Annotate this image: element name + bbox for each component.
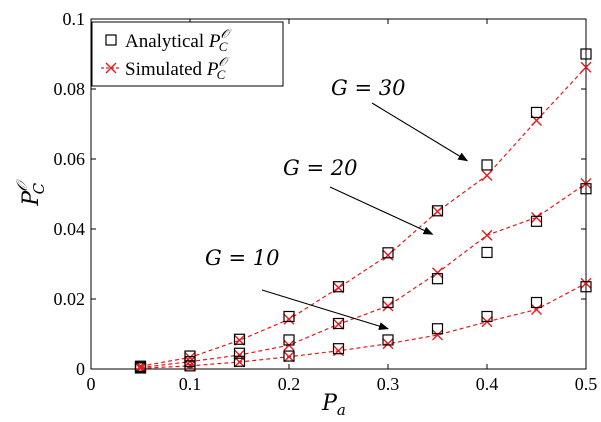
analytical-point xyxy=(481,310,493,323)
analytical-point xyxy=(530,296,543,309)
y-tick-label: 0.1 xyxy=(63,9,86,29)
analytical-point xyxy=(283,350,295,362)
analytical-point xyxy=(233,355,246,367)
simulated-point xyxy=(432,329,443,341)
analytical-point xyxy=(382,296,394,309)
x-tick-label: 0 xyxy=(87,374,96,394)
analytical-point xyxy=(530,106,543,119)
simulated-point xyxy=(382,338,394,350)
y-axis-label: P𝒪C xyxy=(13,179,48,207)
simulated-point xyxy=(333,282,344,294)
analytical-point xyxy=(283,310,295,323)
analytical-point xyxy=(134,360,147,372)
simulated-point xyxy=(481,229,493,241)
legend-analytical-label: Analytical P𝒪 C xyxy=(125,26,233,54)
y-tick-label: 0.06 xyxy=(54,149,86,169)
annotation-arrow xyxy=(329,186,434,235)
analytical-point xyxy=(431,273,444,285)
simulated-point xyxy=(333,318,344,330)
simulated-point xyxy=(283,313,295,325)
analytical-point xyxy=(332,317,345,330)
x-tick-label: 0.1 xyxy=(179,374,202,394)
simulated-point xyxy=(184,356,196,368)
simulated-point xyxy=(580,277,592,289)
simulated-point xyxy=(184,360,196,372)
y-tick-label: 0.08 xyxy=(54,79,86,99)
analytical-point xyxy=(481,159,493,171)
analytical-point xyxy=(332,281,345,293)
simulated-point xyxy=(531,211,542,223)
legend: Analytical P𝒪 C Simulated P𝒪 C xyxy=(91,21,284,87)
x-tick-label: 0.5 xyxy=(575,374,598,394)
x-tick-label: 0.3 xyxy=(377,374,400,394)
analytical-point xyxy=(184,356,196,368)
analytical-point xyxy=(580,48,592,60)
simulated-point xyxy=(531,304,542,315)
simulated-point xyxy=(432,206,443,217)
annotation-arrow xyxy=(371,102,469,162)
y-tick-label: 0 xyxy=(76,359,85,379)
analytical-point xyxy=(332,343,345,355)
analytical-point xyxy=(382,334,394,346)
simulated-point xyxy=(432,267,443,279)
simulated-point xyxy=(234,334,245,346)
annotation-label-G20: G = 20 xyxy=(283,156,357,180)
x-axis-label: Pa xyxy=(321,391,346,419)
analytical-point xyxy=(382,247,394,259)
analytical-point xyxy=(580,281,592,293)
simulated-point xyxy=(481,169,493,181)
annotation-arrow xyxy=(261,289,389,330)
legend-square-marker xyxy=(105,34,117,46)
analytical-point xyxy=(283,334,295,346)
legend-box xyxy=(91,21,284,87)
simulated-point xyxy=(283,351,295,363)
annotation-label-G30: G = 30 xyxy=(331,76,405,100)
y-tick-label: 0.02 xyxy=(54,289,86,309)
y-tick-label: 0.04 xyxy=(54,219,86,239)
analytical-point xyxy=(184,350,196,362)
analytical-point xyxy=(481,246,493,259)
x-tick-label: 0.4 xyxy=(476,374,499,394)
legend-cross-marker xyxy=(105,62,117,74)
annotation-label-G10: G = 10 xyxy=(205,246,279,270)
analytical-point xyxy=(431,205,444,217)
simulated-point xyxy=(382,249,394,261)
svg-text:P𝒪C: P𝒪C xyxy=(13,179,48,207)
legend-simulated-label: Simulated P𝒪 C xyxy=(125,54,230,82)
simulated-point xyxy=(382,300,394,312)
analytical-point xyxy=(233,347,246,359)
analytical-point xyxy=(530,215,543,227)
analytical-point xyxy=(233,333,246,345)
x-tick-label: 0.2 xyxy=(278,374,301,394)
analytical-point xyxy=(431,323,444,335)
simulated-point xyxy=(580,61,592,73)
analytical-point xyxy=(580,183,592,195)
